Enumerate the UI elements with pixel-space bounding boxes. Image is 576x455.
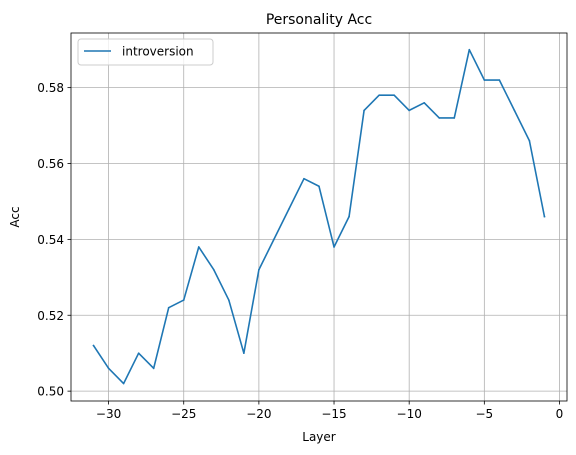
data-point	[544, 216, 546, 218]
data-point	[198, 246, 200, 248]
y-axis-label: Acc	[8, 206, 22, 227]
data-point	[484, 79, 486, 81]
data-point	[529, 140, 531, 142]
data-point	[288, 208, 290, 210]
x-tick-label: −5	[475, 407, 493, 421]
x-tick-label: −15	[321, 407, 346, 421]
y-tick-label: 0.58	[37, 81, 64, 95]
data-point	[348, 216, 350, 218]
data-point	[168, 307, 170, 309]
data-point	[213, 269, 215, 271]
data-point	[423, 102, 425, 104]
x-tick-label: 0	[556, 407, 564, 421]
y-tick-label: 0.56	[37, 157, 64, 171]
data-point	[514, 110, 516, 112]
y-tick-label: 0.52	[37, 309, 64, 323]
data-point	[438, 117, 440, 119]
legend: introversion	[78, 39, 213, 65]
x-axis-label: Layer	[302, 430, 336, 444]
x-tick-label: −20	[246, 407, 271, 421]
data-point	[333, 246, 335, 248]
x-tick-label: −25	[171, 407, 196, 421]
data-point	[183, 299, 185, 301]
data-point	[228, 299, 230, 301]
data-point	[273, 239, 275, 241]
data-point	[363, 110, 365, 112]
x-tick-label: −10	[397, 407, 422, 421]
data-point	[453, 117, 455, 119]
data-point	[499, 79, 501, 81]
y-tick-label: 0.50	[37, 385, 64, 399]
data-point	[393, 94, 395, 96]
data-point	[108, 368, 110, 370]
y-tick-label: 0.54	[37, 233, 64, 247]
data-point	[378, 94, 380, 96]
x-tick-label: −30	[96, 407, 121, 421]
chart-title: Personality Acc	[266, 12, 372, 28]
data-point	[153, 368, 155, 370]
data-point	[138, 352, 140, 354]
data-point	[408, 110, 410, 112]
data-point	[318, 185, 320, 187]
data-point	[243, 352, 245, 354]
data-point	[469, 49, 471, 51]
data-point	[123, 383, 125, 385]
legend-label-introversion: introversion	[122, 45, 194, 59]
data-point	[258, 269, 260, 271]
data-point	[93, 345, 95, 347]
data-point	[303, 178, 305, 180]
